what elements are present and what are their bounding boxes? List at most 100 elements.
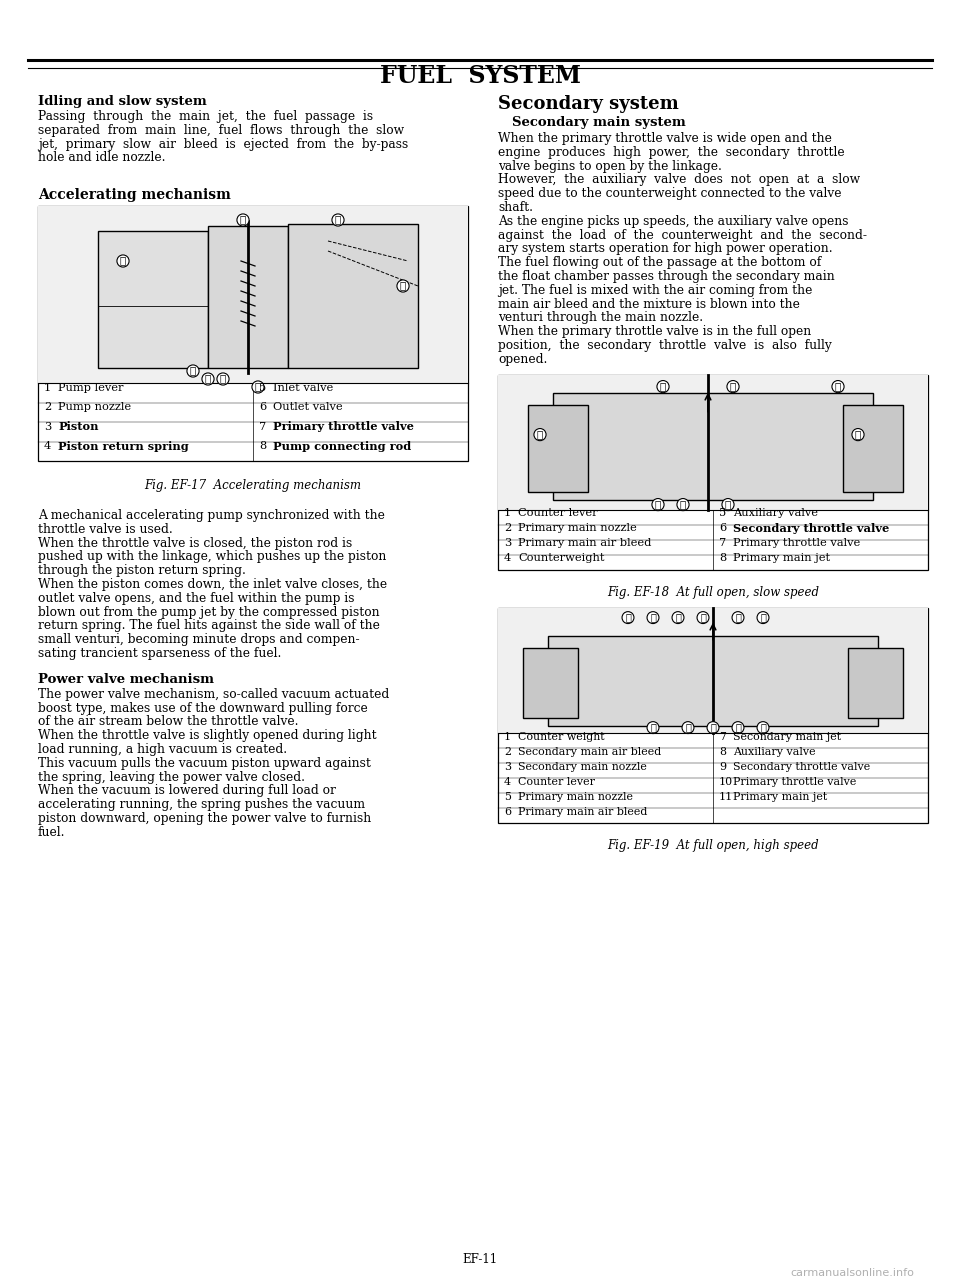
Text: ②: ② — [335, 215, 341, 225]
Text: jet,  primary  slow  air  bleed  is  ejected  from  the  by-pass: jet, primary slow air bleed is ejected f… — [38, 138, 408, 151]
Text: return spring. The fuel hits against the side wall of the: return spring. The fuel hits against the… — [38, 619, 380, 632]
Text: 4: 4 — [504, 778, 511, 787]
Text: fuel.: fuel. — [38, 826, 65, 839]
Text: EF-11: EF-11 — [463, 1253, 497, 1266]
Bar — [848, 647, 903, 718]
Text: 3: 3 — [504, 538, 512, 549]
Text: When the vacuum is lowered during full load or: When the vacuum is lowered during full l… — [38, 784, 336, 797]
Text: of the air stream below the throttle valve.: of the air stream below the throttle val… — [38, 715, 299, 729]
Text: 2: 2 — [44, 403, 51, 412]
Text: Counter lever: Counter lever — [518, 508, 598, 518]
Text: Piston return spring: Piston return spring — [58, 441, 189, 451]
Text: hole and idle nozzle.: hole and idle nozzle. — [38, 151, 165, 165]
Text: ⑤: ⑤ — [655, 500, 661, 509]
Text: opened.: opened. — [498, 353, 547, 366]
Bar — [498, 375, 928, 509]
Text: Counterweight: Counterweight — [518, 554, 605, 563]
Text: ④: ④ — [537, 430, 543, 439]
Text: ⑥: ⑥ — [220, 375, 227, 384]
Text: Primary main nozzle: Primary main nozzle — [518, 792, 633, 802]
Text: Power valve mechanism: Power valve mechanism — [38, 673, 214, 686]
Text: 3: 3 — [44, 422, 51, 432]
Text: 4: 4 — [44, 441, 51, 451]
Text: blown out from the pump jet by the compressed piston: blown out from the pump jet by the compr… — [38, 605, 379, 619]
Text: 11: 11 — [719, 792, 733, 802]
Text: 6: 6 — [719, 523, 727, 533]
Bar — [528, 404, 588, 491]
Text: ⑦: ⑦ — [650, 723, 656, 732]
Text: 3: 3 — [504, 762, 511, 773]
Text: Secondary throttle valve: Secondary throttle valve — [733, 523, 889, 533]
Text: 5: 5 — [719, 508, 727, 518]
Text: Inlet valve: Inlet valve — [273, 382, 333, 393]
Text: ⑥: ⑥ — [760, 613, 766, 622]
Text: 8: 8 — [259, 441, 266, 451]
Text: FUEL  SYSTEM: FUEL SYSTEM — [379, 64, 581, 88]
Text: the float chamber passes through the secondary main: the float chamber passes through the sec… — [498, 270, 835, 283]
Text: Counter weight: Counter weight — [518, 732, 605, 742]
Text: ②: ② — [650, 613, 656, 622]
Text: 8: 8 — [719, 747, 726, 757]
Text: the spring, leaving the power valve closed.: the spring, leaving the power valve clos… — [38, 771, 305, 784]
Text: Primary main jet: Primary main jet — [733, 792, 828, 802]
Text: sating trancient sparseness of the fuel.: sating trancient sparseness of the fuel. — [38, 647, 281, 660]
Text: 6: 6 — [259, 403, 266, 412]
Text: Piston: Piston — [58, 421, 99, 432]
Text: Primary main nozzle: Primary main nozzle — [518, 523, 636, 533]
Text: When the primary throttle valve is wide open and the: When the primary throttle valve is wide … — [498, 132, 832, 145]
Text: carmanualsonline.info: carmanualsonline.info — [790, 1267, 914, 1278]
Text: 1: 1 — [504, 508, 512, 518]
Text: ⑤: ⑤ — [735, 613, 741, 622]
Text: separated  from  main  line,  fuel  flows  through  the  slow: separated from main line, fuel flows thr… — [38, 124, 404, 137]
Text: speed due to the counterweight connected to the valve: speed due to the counterweight connected… — [498, 187, 842, 201]
Text: Secondary throttle valve: Secondary throttle valve — [733, 762, 871, 773]
Text: valve begins to open by the linkage.: valve begins to open by the linkage. — [498, 160, 722, 173]
Text: Secondary system: Secondary system — [498, 95, 679, 113]
Bar — [498, 608, 928, 733]
Text: When the piston comes down, the inlet valve closes, the: When the piston comes down, the inlet va… — [38, 578, 387, 591]
Text: When the throttle valve is slightly opened during light: When the throttle valve is slightly open… — [38, 729, 376, 742]
Text: ⑤: ⑤ — [204, 375, 211, 384]
Text: 4: 4 — [504, 554, 512, 563]
Text: through the piston return spring.: through the piston return spring. — [38, 564, 246, 577]
Text: ⑦: ⑦ — [254, 382, 261, 391]
Text: Primary throttle valve: Primary throttle valve — [733, 538, 860, 549]
Text: outlet valve opens, and the fuel within the pump is: outlet valve opens, and the fuel within … — [38, 592, 354, 605]
Text: 2: 2 — [504, 747, 511, 757]
Text: This vacuum pulls the vacuum piston upward against: This vacuum pulls the vacuum piston upwa… — [38, 757, 371, 770]
Text: Outlet valve: Outlet valve — [273, 403, 343, 412]
Text: Fig. EF-17  Accelerating mechanism: Fig. EF-17 Accelerating mechanism — [145, 480, 362, 492]
Text: boost type, makes use of the downward pulling force: boost type, makes use of the downward pu… — [38, 702, 368, 715]
Text: Primary throttle valve: Primary throttle valve — [733, 778, 856, 787]
Text: ⑧: ⑧ — [854, 430, 861, 439]
Text: Secondary main air bleed: Secondary main air bleed — [518, 747, 661, 757]
Bar — [208, 226, 288, 368]
Text: Primary main air bleed: Primary main air bleed — [518, 538, 652, 549]
Bar — [548, 636, 878, 725]
Text: ③: ③ — [675, 613, 681, 622]
Text: Pump lever: Pump lever — [58, 382, 124, 393]
Text: shaft.: shaft. — [498, 201, 533, 214]
Text: engine  produces  high  power,  the  secondary  throttle: engine produces high power, the secondar… — [498, 146, 845, 159]
Text: However,  the  auxiliary  valve  does  not  open  at  a  slow: However, the auxiliary valve does not op… — [498, 174, 860, 187]
Text: 7: 7 — [719, 732, 726, 742]
Text: 2: 2 — [504, 523, 512, 533]
Text: Secondary main jet: Secondary main jet — [733, 732, 841, 742]
Text: Pump nozzle: Pump nozzle — [58, 403, 132, 412]
Text: ⑪: ⑪ — [760, 723, 766, 732]
Text: Secondary main system: Secondary main system — [512, 116, 685, 129]
Bar — [98, 231, 208, 368]
Bar — [498, 608, 928, 822]
Text: Accelerating mechanism: Accelerating mechanism — [38, 188, 230, 202]
Bar — [553, 393, 873, 500]
Bar — [288, 224, 418, 368]
Text: Primary throttle valve: Primary throttle valve — [273, 421, 414, 432]
Text: 6: 6 — [504, 807, 511, 817]
Text: accelerating running, the spring pushes the vacuum: accelerating running, the spring pushes … — [38, 798, 365, 811]
Text: position,  the  secondary  throttle  valve  is  also  fully: position, the secondary throttle valve i… — [498, 339, 831, 352]
Text: Pump connecting rod: Pump connecting rod — [273, 441, 411, 451]
Text: A mechanical accelerating pump synchronized with the: A mechanical accelerating pump synchroni… — [38, 509, 385, 522]
Text: 7: 7 — [259, 422, 266, 432]
Text: Idling and slow system: Idling and slow system — [38, 95, 206, 107]
Text: ⑧: ⑧ — [685, 723, 691, 732]
